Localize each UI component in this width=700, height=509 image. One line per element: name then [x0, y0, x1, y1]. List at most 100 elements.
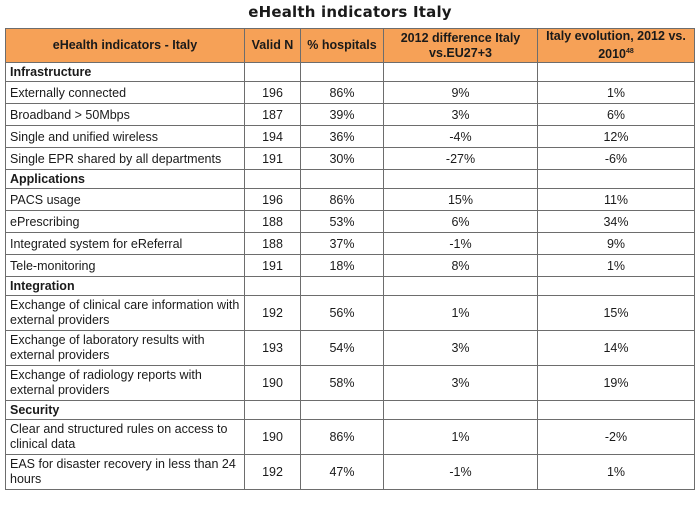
evolution-cell: 1% — [537, 254, 695, 277]
section-row: Applications — [5, 169, 695, 189]
empty-cell — [244, 62, 301, 82]
indicator-label: Broadband > 50Mbps — [5, 103, 245, 126]
header-pct-hospitals: % hospitals — [300, 28, 384, 63]
empty-cell — [537, 62, 695, 82]
header-evolution-text: Italy evolution, 2012 vs. 2010 — [546, 29, 686, 61]
section-title: Infrastructure — [5, 62, 245, 82]
pct-hospitals-cell: 86% — [300, 419, 384, 455]
empty-cell — [537, 169, 695, 189]
difference-cell: 6% — [383, 210, 538, 233]
valid-n-cell: 191 — [244, 254, 301, 277]
empty-cell — [300, 276, 384, 296]
valid-n-cell: 196 — [244, 188, 301, 211]
evolution-cell: 19% — [537, 365, 695, 401]
evolution-cell: 1% — [537, 81, 695, 104]
empty-cell — [300, 169, 384, 189]
pct-hospitals-cell: 58% — [300, 365, 384, 401]
evolution-cell: 11% — [537, 188, 695, 211]
section-title: Security — [5, 400, 245, 420]
pct-hospitals-cell: 37% — [300, 232, 384, 255]
indicator-label: Exchange of clinical care information wi… — [5, 295, 245, 331]
indicator-label: ePrescribing — [5, 210, 245, 233]
evolution-cell: 1% — [537, 454, 695, 490]
table-header-row: eHealth indicators - Italy Valid N % hos… — [5, 28, 695, 63]
empty-cell — [383, 169, 538, 189]
indicator-label: Exchange of radiology reports with exter… — [5, 365, 245, 401]
difference-cell: -4% — [383, 125, 538, 148]
empty-cell — [537, 400, 695, 420]
indicator-label: Single and unified wireless — [5, 125, 245, 148]
pct-hospitals-cell: 39% — [300, 103, 384, 126]
evolution-cell: -2% — [537, 419, 695, 455]
indicator-label: Exchange of laboratory results with exte… — [5, 330, 245, 366]
table-row: Tele-monitoring 191 18% 8% 1% — [5, 254, 695, 277]
valid-n-cell: 193 — [244, 330, 301, 366]
empty-cell — [300, 62, 384, 82]
evolution-cell: 9% — [537, 232, 695, 255]
difference-cell: 3% — [383, 365, 538, 401]
difference-cell: -1% — [383, 232, 538, 255]
pct-hospitals-cell: 36% — [300, 125, 384, 148]
section-row: Integration — [5, 276, 695, 296]
pct-hospitals-cell: 30% — [300, 147, 384, 170]
valid-n-cell: 191 — [244, 147, 301, 170]
empty-cell — [244, 400, 301, 420]
footnote-ref: 48 — [626, 48, 634, 55]
section-row: Security — [5, 400, 695, 420]
valid-n-cell: 192 — [244, 454, 301, 490]
pct-hospitals-cell: 56% — [300, 295, 384, 331]
section-title: Applications — [5, 169, 245, 189]
table-row: ePrescribing 188 53% 6% 34% — [5, 210, 695, 233]
valid-n-cell: 188 — [244, 210, 301, 233]
table-row: PACS usage 196 86% 15% 11% — [5, 188, 695, 211]
pct-hospitals-cell: 86% — [300, 81, 384, 104]
table-row: Single EPR shared by all departments 191 3… — [5, 147, 695, 170]
difference-cell: 3% — [383, 103, 538, 126]
indicator-label: Externally connected — [5, 81, 245, 104]
difference-cell: 1% — [383, 295, 538, 331]
table-row: Externally connected 196 86% 9% 1% — [5, 81, 695, 104]
indicator-label: Tele-monitoring — [5, 254, 245, 277]
pct-hospitals-cell: 47% — [300, 454, 384, 490]
table-row: Clear and structured rules on access to … — [5, 419, 695, 455]
table-row: Exchange of laboratory results with exte… — [5, 330, 695, 366]
table-body: Infrastructure Externally connected 196 86%… — [5, 62, 695, 490]
section-title: Integration — [5, 276, 245, 296]
difference-cell: 3% — [383, 330, 538, 366]
indicator-label: Clear and structured rules on access to … — [5, 419, 245, 455]
header-difference: 2012 difference Italy vs.EU27+3 — [383, 28, 538, 63]
evolution-cell: 34% — [537, 210, 695, 233]
indicator-label: EAS for disaster recovery in less than 2… — [5, 454, 245, 490]
difference-cell: -1% — [383, 454, 538, 490]
table-row: Exchange of clinical care information wi… — [5, 295, 695, 331]
empty-cell — [244, 169, 301, 189]
evolution-cell: -6% — [537, 147, 695, 170]
valid-n-cell: 188 — [244, 232, 301, 255]
empty-cell — [244, 276, 301, 296]
difference-cell: 8% — [383, 254, 538, 277]
empty-cell — [537, 276, 695, 296]
section-row: Infrastructure — [5, 62, 695, 82]
header-evolution: Italy evolution, 2012 vs. 201048 — [537, 28, 695, 63]
valid-n-cell: 194 — [244, 125, 301, 148]
difference-cell: 15% — [383, 188, 538, 211]
evolution-cell: 14% — [537, 330, 695, 366]
difference-cell: 1% — [383, 419, 538, 455]
evolution-cell: 12% — [537, 125, 695, 148]
valid-n-cell: 190 — [244, 419, 301, 455]
table-row: EAS for disaster recovery in less than 2… — [5, 454, 695, 490]
pct-hospitals-cell: 54% — [300, 330, 384, 366]
indicator-label: PACS usage — [5, 188, 245, 211]
header-valid-n: Valid N — [244, 28, 301, 63]
evolution-cell: 6% — [537, 103, 695, 126]
empty-cell — [300, 400, 384, 420]
table-row: Exchange of radiology reports with exter… — [5, 365, 695, 401]
table-row: Broadband > 50Mbps 187 39% 3% 6% — [5, 103, 695, 126]
empty-cell — [383, 400, 538, 420]
table-row: Integrated system for eReferral 188 37% -1%… — [5, 232, 695, 255]
valid-n-cell: 192 — [244, 295, 301, 331]
table-row: Single and unified wireless 194 36% -4% 12% — [5, 125, 695, 148]
difference-cell: 9% — [383, 81, 538, 104]
evolution-cell: 15% — [537, 295, 695, 331]
empty-cell — [383, 62, 538, 82]
